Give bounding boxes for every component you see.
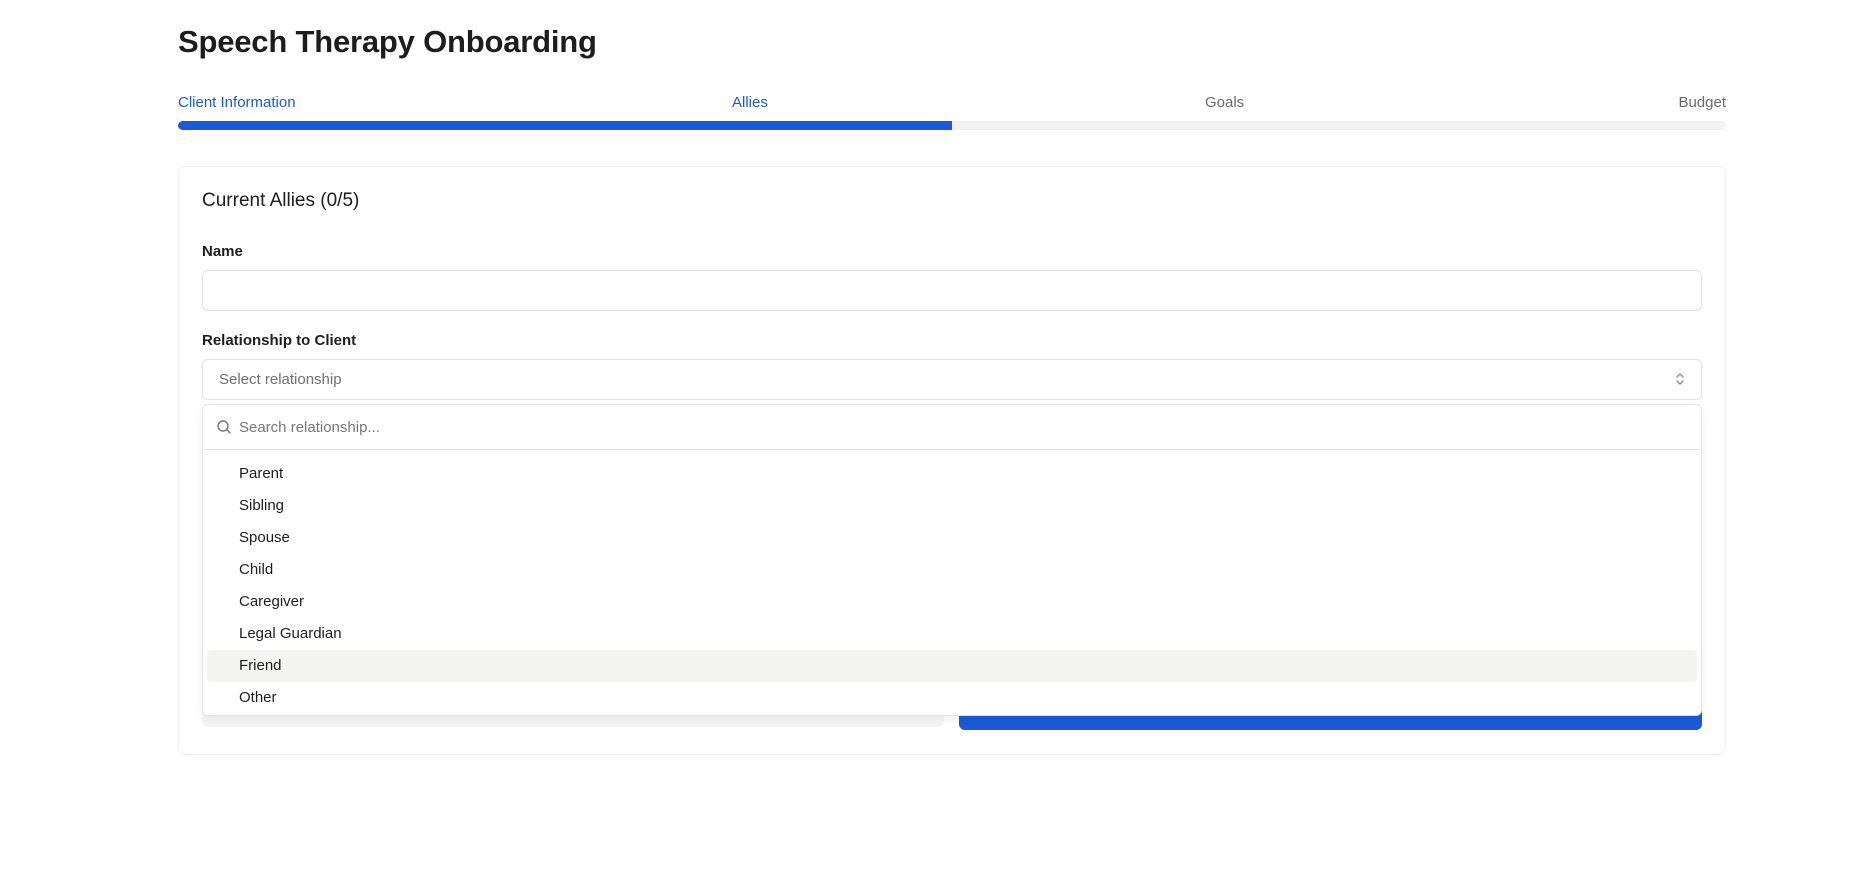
page-title: Speech Therapy Onboarding [178, 24, 597, 59]
step-goals[interactable]: Goals [1205, 94, 1245, 111]
chevrons-up-down-icon [1675, 371, 1685, 387]
stepper: Client Information Allies Goals Budget [178, 94, 1726, 114]
option-parent[interactable]: Parent [239, 465, 284, 482]
name-input[interactable] [202, 270, 1702, 311]
option-other[interactable]: Other [239, 689, 277, 706]
step-budget[interactable]: Budget [1678, 94, 1726, 111]
section-title: Current Allies (0/5) [202, 190, 360, 211]
option-legal-guardian[interactable]: Legal Guardian [239, 625, 342, 642]
relationship-options: Parent Sibling Spouse Child Caregiver Le… [203, 450, 1701, 714]
search-icon [216, 419, 232, 435]
relationship-select-value: Select relationship [219, 371, 342, 388]
step-client-information[interactable]: Client Information [178, 94, 296, 111]
option-spouse[interactable]: Spouse [239, 529, 290, 546]
progress-bar [178, 121, 1726, 130]
option-caregiver[interactable]: Caregiver [239, 593, 305, 610]
progress-fill [178, 121, 952, 130]
relationship-select[interactable]: Select relationship [202, 359, 1702, 400]
step-allies[interactable]: Allies [732, 94, 768, 111]
dropdown-search [203, 405, 1701, 450]
relationship-label: Relationship to Client [202, 332, 357, 349]
name-label: Name [202, 243, 243, 260]
option-child[interactable]: Child [239, 561, 274, 578]
option-friend[interactable]: Friend [207, 650, 1697, 682]
option-sibling[interactable]: Sibling [239, 497, 285, 514]
relationship-dropdown: Parent Sibling Spouse Child Caregiver Le… [202, 404, 1702, 716]
relationship-search-input[interactable] [239, 413, 1679, 441]
